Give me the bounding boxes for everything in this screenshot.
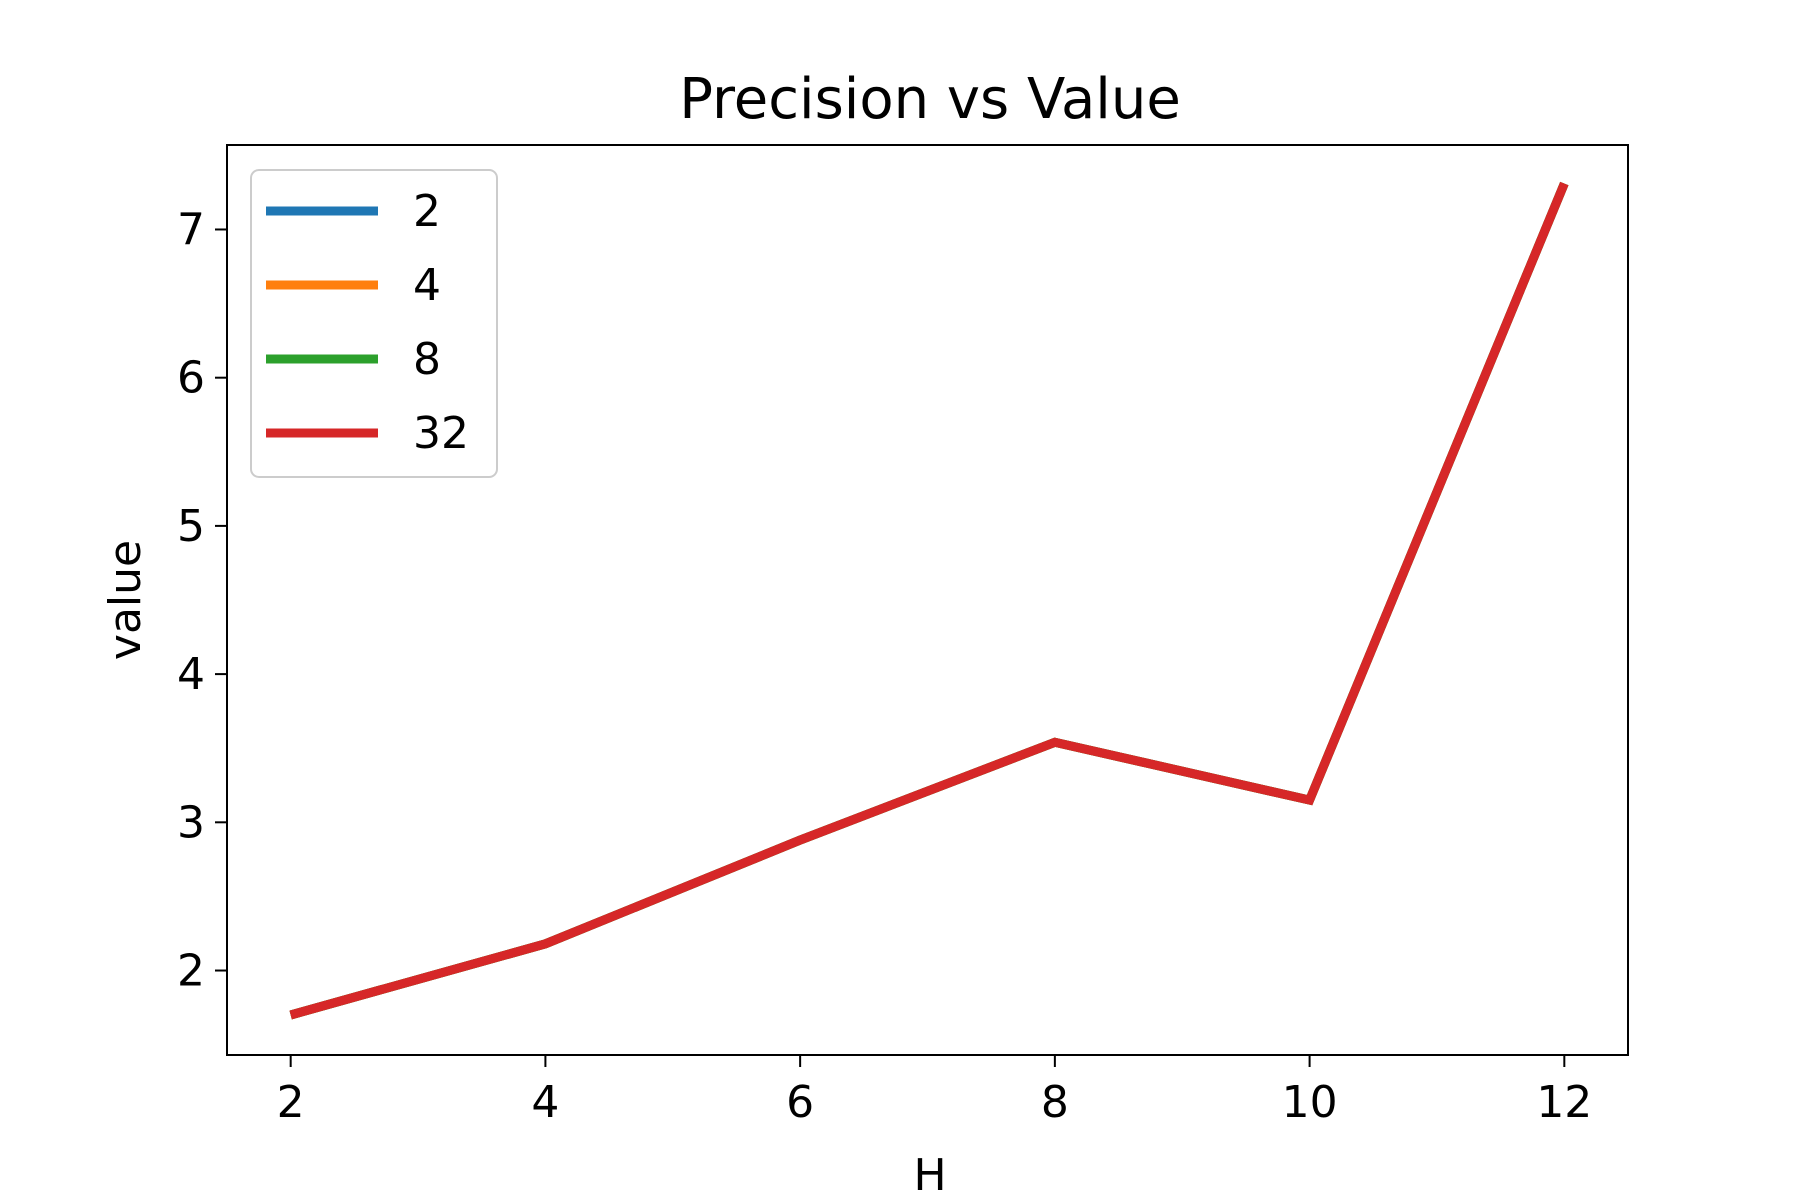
series-line-32 xyxy=(289,181,1569,1020)
y-axis: 2 3 4 5 6 7 xyxy=(177,204,227,997)
plot-area xyxy=(226,144,1629,1056)
legend-label: 8 xyxy=(413,334,441,385)
legend: 2 4 8 32 xyxy=(250,169,498,478)
y-tick-label: 6 xyxy=(177,353,205,404)
legend-label: 4 xyxy=(413,260,441,311)
y-tick-label: 3 xyxy=(177,797,205,848)
legend-label: 2 xyxy=(413,186,441,237)
y-tick-label: 4 xyxy=(177,649,205,700)
legend-label: 32 xyxy=(413,408,469,459)
x-tick-label: 8 xyxy=(1041,1077,1069,1128)
x-tick-label: 4 xyxy=(531,1077,559,1128)
x-tick-label: 2 xyxy=(277,1077,305,1128)
x-tick-label: 10 xyxy=(1282,1077,1338,1128)
y-axis-label: value xyxy=(100,540,151,660)
series-group xyxy=(289,181,1569,1020)
y-tick-label: 7 xyxy=(177,204,205,255)
legend-box xyxy=(250,169,498,478)
y-tick-label: 2 xyxy=(177,946,205,997)
chart-title: Precision vs Value xyxy=(679,67,1181,132)
x-axis: 2 4 6 8 10 12 xyxy=(277,1055,1592,1128)
plot-frame xyxy=(226,144,1629,1056)
x-tick-label: 12 xyxy=(1536,1077,1592,1128)
x-tick-label: 6 xyxy=(786,1077,814,1128)
y-tick-label: 5 xyxy=(177,501,205,552)
x-axis-label: H xyxy=(913,1150,946,1200)
